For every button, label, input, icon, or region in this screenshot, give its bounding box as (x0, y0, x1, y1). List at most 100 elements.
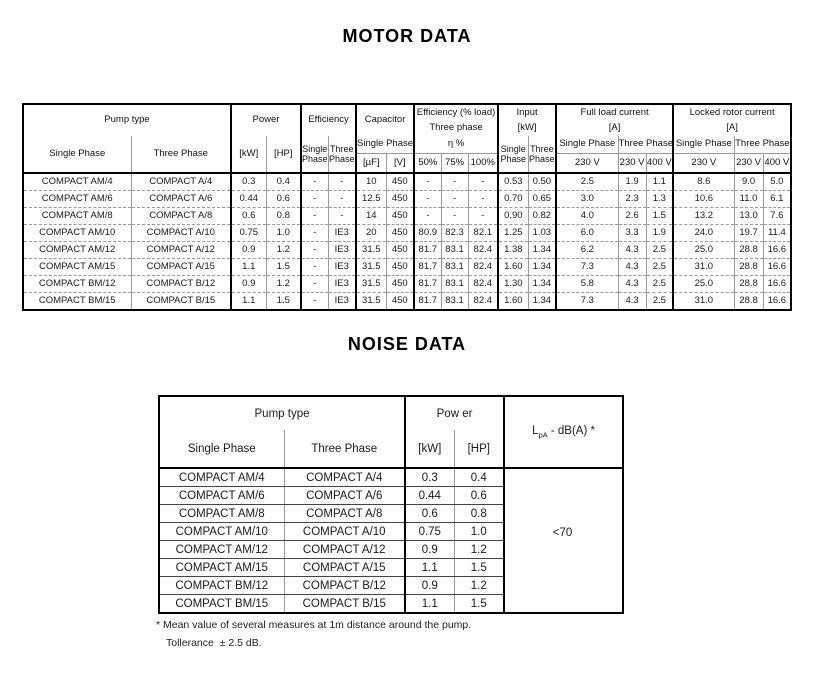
header-row: Three phase [kW] [A] [A] (23, 121, 791, 136)
table-cell: COMPACT BM/12 (23, 275, 132, 293)
table-cell: 0.6 (454, 486, 506, 505)
col-header-single-phase: Single Phase (673, 136, 735, 154)
table-cell: COMPACT A/4 (131, 173, 233, 191)
table-cell: 1.03 (528, 224, 558, 242)
col-header-three-phase: Three Phase (284, 430, 407, 469)
table-cell: IE3 (328, 224, 358, 242)
table-cell: COMPACT A/6 (131, 190, 233, 208)
table-row: COMPACT BM/15 COMPACT B/15 1.1 1.5- IE3 31.5 4… (23, 292, 791, 310)
table-cell: - (301, 224, 329, 242)
col-header-lpa: LpA - dB(A) * (504, 396, 624, 469)
table-cell: 5.8 (556, 275, 619, 293)
table-cell: 0.6 (231, 207, 267, 225)
table-cell: 0.6 (266, 190, 303, 208)
table-cell: - (301, 258, 329, 276)
table-cell: IE3 (328, 275, 358, 293)
table-cell: 0.9 (405, 540, 455, 559)
table-cell: COMPACT AM/15 (159, 558, 285, 577)
table-cell: COMPACT AM/15 (23, 258, 132, 276)
table-cell: COMPACT AM/10 (23, 224, 132, 242)
table-cell: 24.0 (673, 224, 735, 242)
table-cell: 4.3 (618, 258, 647, 276)
table-cell: COMPACT A/12 (131, 241, 233, 259)
table-cell: 81.7 (414, 292, 442, 310)
table-cell: 0.9 (231, 241, 267, 259)
table-cell: COMPACT AM/8 (23, 207, 132, 225)
table-cell: 1.5 (646, 207, 675, 225)
table-cell: 81.7 (414, 275, 442, 293)
table-cell: 80.9 (414, 224, 442, 242)
table-cell: COMPACT A/15 (131, 258, 233, 276)
table-cell: 1.38 (498, 241, 529, 259)
table-cell: 9.0 (734, 173, 764, 191)
col-header-locked-rotor-current: Locked rotor current (689, 106, 775, 118)
table-cell: IE3 (328, 258, 358, 276)
table-cell: 16.6 (763, 258, 792, 276)
table-cell: 2.5 (646, 292, 675, 310)
table-cell: 2.5 (556, 173, 619, 191)
table-cell: 4.3 (618, 292, 647, 310)
table-cell: - (414, 173, 442, 191)
table-cell: 82.4 (468, 292, 500, 310)
table-cell: 1.9 (646, 224, 675, 242)
table-cell: 0.8 (266, 207, 303, 225)
table-row: COMPACT AM/10 COMPACT A/10 0.75 1.0- IE3 20 45… (23, 224, 792, 242)
table-cell: 0.4 (266, 173, 303, 191)
table-cell: 7.6 (763, 207, 792, 225)
table-cell: COMPACT A/15 (284, 558, 407, 577)
table-cell: 0.6 (405, 504, 455, 523)
table-cell: COMPACT A/6 (284, 486, 407, 505)
table-cell: COMPACT AM/10 (159, 522, 285, 541)
table-cell: 450 (386, 224, 416, 242)
table-cell: COMPACT A/8 (284, 504, 407, 523)
table-cell: 450 (386, 275, 416, 293)
table-cell: COMPACT A/10 (131, 224, 233, 242)
table-row: COMPACT AM/12 COMPACT A/12 0.9 1.2 (159, 540, 623, 559)
table-cell: 0.53 (498, 173, 529, 191)
table-row: COMPACT AM/4 COMPACT A/4 0.3 0.4- -10 450- - -0… (23, 173, 792, 191)
table-cell: 82.4 (468, 241, 500, 259)
table-cell: 81.7 (414, 258, 442, 276)
table-cell: 4.3 (618, 241, 647, 259)
table-cell: IE3 (328, 241, 358, 259)
table-cell: 1.34 (528, 275, 558, 293)
table-cell: - (301, 292, 329, 310)
table-cell: 450 (386, 258, 416, 276)
table-cell: COMPACT AM/6 (23, 190, 132, 208)
table-cell: 11.4 (763, 224, 792, 242)
table-cell: 12.5 (356, 190, 387, 208)
lpa-symbol: L (532, 424, 539, 437)
noise-data-title: NOISE DATA (347, 334, 467, 354)
col-header-single-phase: Single Phase (23, 136, 132, 174)
table-cell: 28.8 (734, 241, 764, 259)
table-cell: 31.0 (673, 258, 735, 276)
table-row: COMPACT BM/15 COMPACT B/15 1.1 1.5 (159, 594, 623, 613)
table-cell: COMPACT B/12 (284, 576, 407, 595)
table-cell: COMPACT A/12 (284, 540, 407, 559)
col-header-kw: [kW] (231, 136, 267, 174)
table-cell: COMPACT AM/12 (159, 540, 285, 559)
table-cell: - (328, 190, 358, 208)
table-cell: 0.75 (231, 224, 267, 242)
col-header-single-phase: Single Phase (498, 136, 529, 174)
header-row: Single Phase Three Phase [kW] [HP] Singl… (23, 136, 792, 174)
header-row: Pump type Power Efficiency Capacitor Eff… (23, 104, 791, 136)
lpa-subscript: pA (538, 430, 548, 440)
table-cell: - (414, 207, 442, 225)
col-header-three-phase: Three Phase (618, 136, 675, 154)
table-row: COMPACT AM/6 COMPACT A/6 0.44 0.6 (159, 486, 623, 505)
col-header-eta: η % (414, 136, 500, 154)
table-cell: COMPACT BM/15 (159, 594, 285, 613)
table-row: COMPACT AM/12 COMPACT A/12 0.9 1.2- IE3 31.5 4… (23, 241, 792, 259)
table-cell: - (468, 207, 500, 225)
motor-table-header: Pump type Power Efficiency Capacitor Eff… (23, 104, 792, 174)
table-row: COMPACT AM/15 COMPACT A/15 1.1 1.5 (159, 558, 623, 577)
table-cell: 6.0 (556, 224, 619, 242)
table-cell: 82.4 (468, 258, 500, 276)
table-cell: 14 (356, 207, 387, 225)
table-cell: 0.9 (231, 275, 267, 293)
table-cell: COMPACT AM/4 (23, 173, 132, 191)
motor-table-body: COMPACT AM/4 COMPACT A/4 0.3 0.4- -10 450- - -0… (23, 173, 792, 310)
table-cell: COMPACT AM/4 (159, 468, 285, 487)
table-row: COMPACT AM/15 COMPACT A/15 1.1 1.5- IE3 31.5 4… (23, 258, 792, 276)
